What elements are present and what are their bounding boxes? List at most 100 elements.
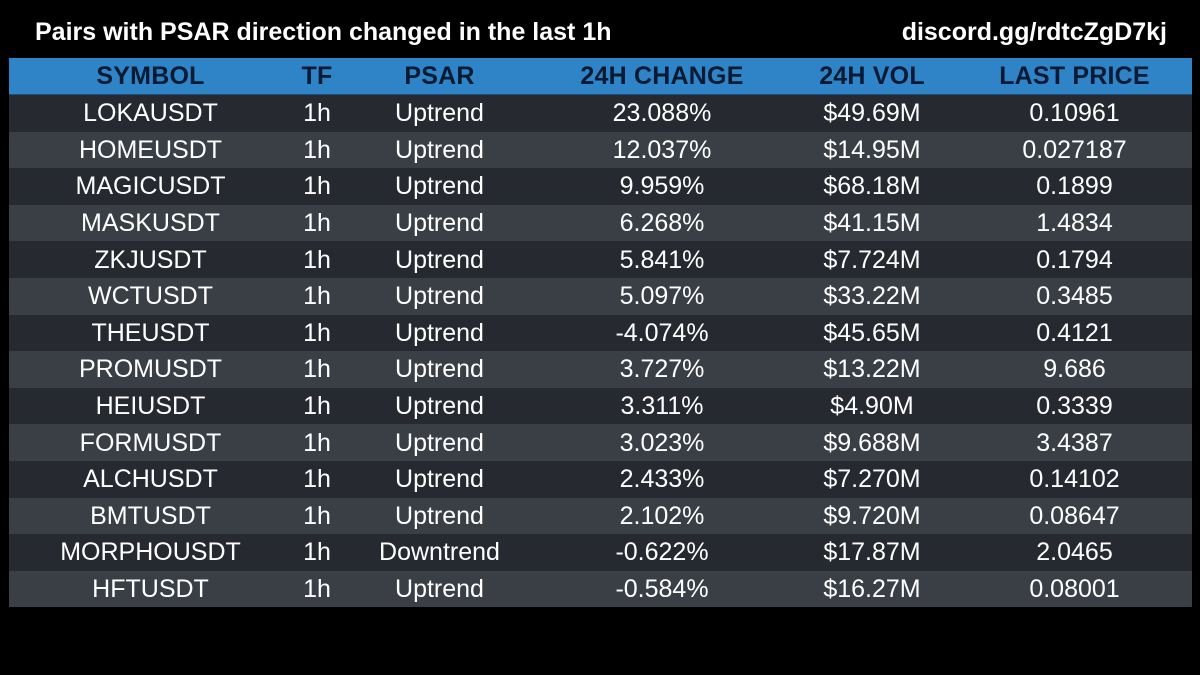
volume-cell: $9.720M (823, 501, 921, 530)
price-cell: 0.1794 (1036, 245, 1113, 274)
page-title: Pairs with PSAR direction changed in the… (35, 18, 612, 46)
psar-cell: Uptrend (395, 355, 484, 384)
volume-cell: $33.22M (823, 282, 921, 311)
table-row[interactable]: PROMUSDT 1h Uptrend 3.727% $13.22M 9.686 (9, 351, 1192, 388)
column-header-24h-vol[interactable]: 24H VOL (819, 62, 925, 90)
volume-cell: $14.95M (823, 135, 921, 164)
change-cell: -0.622% (615, 538, 709, 567)
tf-cell: 1h (303, 245, 331, 274)
price-cell: 0.10961 (1029, 99, 1120, 128)
psar-cell: Uptrend (395, 318, 484, 347)
table-row[interactable]: ALCHUSDT 1h Uptrend 2.433% $7.270M 0.14102 (9, 460, 1192, 498)
psar-table: SYMBOL TF PSAR 24H CHANGE 24H VOL LAST P… (9, 58, 1192, 608)
price-cell: 0.3485 (1036, 282, 1113, 311)
tf-cell: 1h (303, 501, 331, 530)
change-cell: 5.097% (619, 282, 705, 311)
table-row[interactable]: HOMEUSDT 1h Uptrend 12.037% $14.95M 0.027187 (9, 131, 1192, 169)
price-cell: 0.1899 (1036, 172, 1113, 201)
change-cell: 2.433% (619, 465, 705, 494)
symbol-cell: BMTUSDT (90, 501, 211, 530)
symbol-cell: HOMEUSDT (78, 135, 223, 164)
volume-cell: $16.27M (823, 575, 921, 604)
table-row[interactable]: THEUSDT 1h Uptrend -4.074% $45.65M 0.4121 (9, 314, 1192, 352)
column-header-symbol[interactable]: SYMBOL (96, 62, 205, 90)
table-header-row: SYMBOL TF PSAR 24H CHANGE 24H VOL LAST P… (9, 58, 1192, 95)
change-cell: 6.268% (619, 209, 705, 238)
tf-cell: 1h (303, 318, 331, 347)
change-cell: 12.037% (612, 135, 712, 164)
psar-cell: Uptrend (395, 501, 484, 530)
symbol-cell: WCTUSDT (88, 282, 213, 311)
symbol-cell: MASKUSDT (81, 209, 220, 238)
tf-cell: 1h (303, 392, 331, 421)
price-cell: 1.4834 (1036, 209, 1113, 238)
psar-cell: Uptrend (395, 282, 484, 311)
price-cell: 0.3339 (1036, 392, 1113, 421)
tf-cell: 1h (303, 172, 331, 201)
tf-cell: 1h (303, 282, 331, 311)
tf-cell: 1h (303, 538, 331, 567)
price-cell: 3.4387 (1036, 428, 1113, 457)
column-header-24h-change[interactable]: 24H CHANGE (580, 62, 744, 90)
psar-cell: Uptrend (395, 209, 484, 238)
psar-cell: Uptrend (395, 465, 484, 494)
symbol-cell: FORMUSDT (79, 428, 222, 457)
symbol-cell: THEUSDT (91, 318, 210, 347)
column-header-last-price[interactable]: LAST PRICE (999, 62, 1150, 90)
tf-cell: 1h (303, 355, 331, 384)
table-row[interactable]: MORPHOUSDT 1h Downtrend -0.622% $17.87M 2.046… (9, 534, 1192, 571)
symbol-cell: MORPHOUSDT (60, 538, 241, 567)
volume-cell: $4.90M (830, 392, 914, 421)
tf-cell: 1h (303, 209, 331, 238)
price-cell: 2.0465 (1036, 538, 1113, 567)
psar-cell: Uptrend (395, 392, 484, 421)
psar-cell: Downtrend (379, 538, 500, 567)
change-cell: -4.074% (615, 318, 709, 347)
table-row[interactable]: MAGICUSDT 1h Uptrend 9.959% $68.18M 0.1899 (9, 168, 1192, 205)
symbol-cell: MAGICUSDT (75, 172, 226, 201)
volume-cell: $17.87M (823, 538, 921, 567)
symbol-cell: LOKAUSDT (83, 99, 218, 128)
table-row[interactable]: MASKUSDT 1h Uptrend 6.268% $41.15M 1.4834 (9, 204, 1192, 242)
table-row[interactable]: FORMUSDT 1h Uptrend 3.023% $9.688M 3.4387 (9, 424, 1192, 461)
psar-cell: Uptrend (395, 428, 484, 457)
symbol-cell: PROMUSDT (78, 355, 223, 384)
change-cell: 3.023% (619, 428, 705, 457)
tf-cell: 1h (303, 428, 331, 457)
table-body: LOKAUSDT 1h Uptrend 23.088% $49.69M 0.10961 HO… (9, 95, 1192, 608)
column-header-psar[interactable]: PSAR (404, 62, 475, 90)
column-header-tf[interactable]: TF (301, 62, 333, 90)
table-row[interactable]: BMTUSDT 1h Uptrend 2.102% $9.720M 0.08647 (9, 497, 1192, 535)
price-cell: 0.08001 (1029, 575, 1120, 604)
tf-cell: 1h (303, 99, 331, 128)
symbol-cell: HEIUSDT (95, 392, 206, 421)
table-row[interactable]: HFTUSDT 1h Uptrend -0.584% $16.27M 0.08001 (9, 570, 1192, 608)
tf-cell: 1h (303, 465, 331, 494)
discord-link[interactable]: discord.gg/rdtcZgD7kj (901, 18, 1167, 46)
symbol-cell: ALCHUSDT (83, 465, 218, 494)
table-row[interactable]: LOKAUSDT 1h Uptrend 23.088% $49.69M 0.10961 (9, 95, 1192, 132)
price-cell: 0.027187 (1022, 135, 1127, 164)
volume-cell: $45.65M (823, 318, 921, 347)
table-row[interactable]: HEIUSDT 1h Uptrend 3.311% $4.90M 0.3339 (9, 387, 1192, 425)
table-row[interactable]: WCTUSDT 1h Uptrend 5.097% $33.22M 0.3485 (9, 277, 1192, 315)
volume-cell: $68.18M (823, 172, 921, 201)
change-cell: 9.959% (619, 172, 705, 201)
psar-cell: Uptrend (395, 575, 484, 604)
symbol-cell: HFTUSDT (92, 575, 209, 604)
table-row[interactable]: ZKJUSDT 1h Uptrend 5.841% $7.724M 0.1794 (9, 241, 1192, 278)
psar-cell: Uptrend (395, 99, 484, 128)
page-header: Pairs with PSAR direction changed in the… (0, 0, 1200, 58)
volume-cell: $49.69M (823, 99, 921, 128)
price-cell: 0.4121 (1036, 318, 1113, 347)
psar-cell: Uptrend (395, 245, 484, 274)
psar-cell: Uptrend (395, 172, 484, 201)
volume-cell: $7.270M (823, 465, 921, 494)
price-cell: 0.14102 (1029, 465, 1120, 494)
tf-cell: 1h (303, 135, 331, 164)
change-cell: 23.088% (612, 99, 712, 128)
change-cell: 5.841% (619, 245, 705, 274)
change-cell: -0.584% (615, 575, 709, 604)
change-cell: 2.102% (619, 501, 705, 530)
change-cell: 3.727% (619, 355, 705, 384)
